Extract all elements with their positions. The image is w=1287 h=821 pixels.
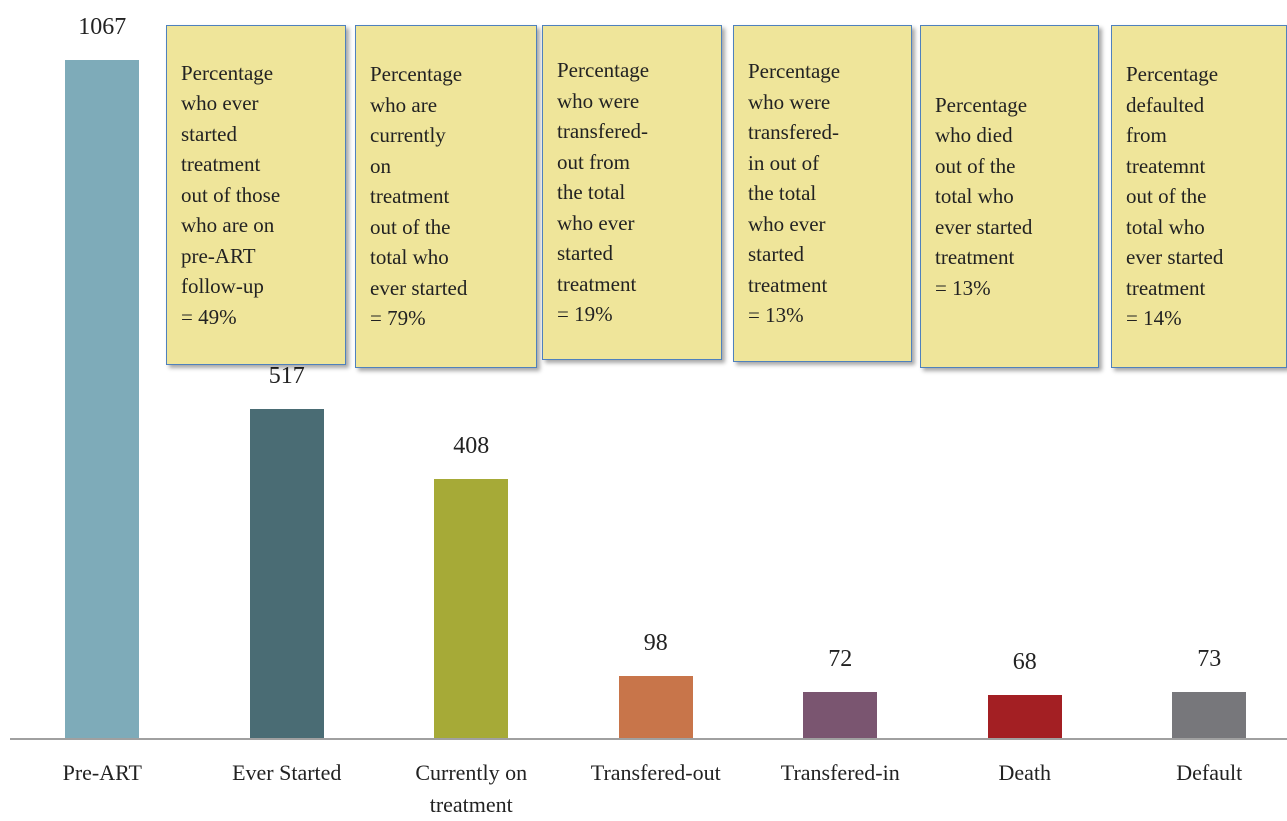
annotation-line: = 79% (370, 306, 426, 331)
value-label: 1067 (78, 14, 127, 40)
annotation-line: = 13% (748, 303, 804, 328)
annotation-line: = 19% (557, 302, 613, 327)
annotation-line: started (557, 241, 613, 266)
annotation-line: defaulted (1126, 92, 1205, 117)
annotation-line: who are on (181, 213, 275, 238)
annotation-line: currently (370, 123, 446, 148)
annotation-line: on (370, 153, 391, 178)
annotation-line: treatment (181, 152, 261, 177)
annotation-line: treatment (1126, 275, 1206, 300)
annotation-line: total who (1126, 214, 1205, 239)
annotation-box: Percentage who are currently on treatment out… (355, 25, 537, 368)
annotation-line: the total (557, 180, 626, 205)
value-label: 68 (1012, 648, 1037, 675)
annotation-box: Percentage defaulted from treatemnt out of t… (1111, 25, 1287, 368)
x-tick-label: Pre-ART (62, 760, 142, 785)
annotation-line: = 13% (935, 275, 991, 300)
annotation-line: out of those (181, 182, 281, 207)
annotation-line: Percentage (370, 62, 463, 87)
annotation-line: the total (748, 181, 817, 206)
bar (1172, 691, 1247, 738)
value-label: 98 (643, 629, 668, 656)
annotation-line: out of the (370, 214, 451, 239)
annotation-line: = 49% (181, 304, 237, 329)
annotation-line: who died (935, 123, 1013, 148)
value-label: 517 (268, 363, 305, 390)
annotation-line: who were (748, 89, 831, 114)
annotation-line: started (748, 242, 804, 267)
annotation-line: treatment (370, 184, 450, 209)
axis-line (10, 738, 1287, 740)
annotation-line: Percentage (935, 92, 1028, 117)
x-tick-label: Default (1176, 760, 1243, 785)
annotation-line: Percentage (1126, 62, 1219, 87)
value-label: 408 (453, 432, 490, 459)
bar (434, 478, 509, 738)
annotation-line: follow-up (181, 274, 264, 299)
x-tick-label: Ever Started (232, 760, 342, 785)
annotation-line: who were (557, 88, 640, 113)
x-tick-label: Death (998, 760, 1052, 785)
annotation-line: treatment (935, 245, 1015, 270)
value-label: 72 (828, 646, 853, 673)
annotation-box: Percentage who were transfered-in out of th… (733, 25, 912, 362)
bar (65, 60, 140, 738)
bar (987, 694, 1062, 738)
annotation-line: started (181, 121, 237, 146)
x-tick-label: Transfered-in (780, 760, 900, 785)
annotation-line: in out of (748, 150, 820, 175)
annotation-line: who ever (181, 91, 259, 116)
annotation-box: Percentage who were transfered-out from the… (542, 25, 722, 360)
annotation-line: Percentage (557, 58, 650, 83)
bar (803, 692, 878, 738)
annotation-line: Percentage (181, 60, 274, 85)
annotation-box: Percentage who died out of the total who eve… (920, 25, 1099, 368)
annotation-line: from (1126, 123, 1167, 148)
annotation-line: pre-ART (181, 243, 256, 268)
bar (618, 675, 693, 738)
annotation-line: total who (935, 184, 1014, 209)
annotation-line: ever started (1126, 245, 1224, 270)
annotation-line: out of the (1126, 184, 1207, 209)
annotation-line: out from (557, 149, 630, 174)
annotation-line: who ever (748, 211, 826, 236)
annotation-line: total who (370, 245, 449, 270)
annotation-line: treatemnt (1126, 153, 1206, 178)
x-tick-label: Currently on treatment (415, 760, 528, 817)
annotation-line: transfered- (557, 119, 648, 144)
annotation-line: who ever (557, 210, 635, 235)
annotation-line: ever started (935, 214, 1033, 239)
annotation-line: out of the (935, 153, 1016, 178)
x-tick-label: Transfered-out (590, 760, 721, 785)
value-label: 73 (1197, 645, 1222, 672)
annotation-box: Percentage who ever started treatment out of… (166, 25, 346, 365)
annotation-line: = 14% (1126, 306, 1182, 331)
annotation-line: transfered- (748, 120, 839, 145)
annotation-line: Percentage (748, 59, 841, 84)
bar (249, 409, 324, 738)
annotation-line: treatment (557, 271, 637, 296)
annotation-line: ever started (370, 275, 468, 300)
annotation-line: treatment (748, 272, 828, 297)
annotation-line: who are (370, 92, 438, 117)
